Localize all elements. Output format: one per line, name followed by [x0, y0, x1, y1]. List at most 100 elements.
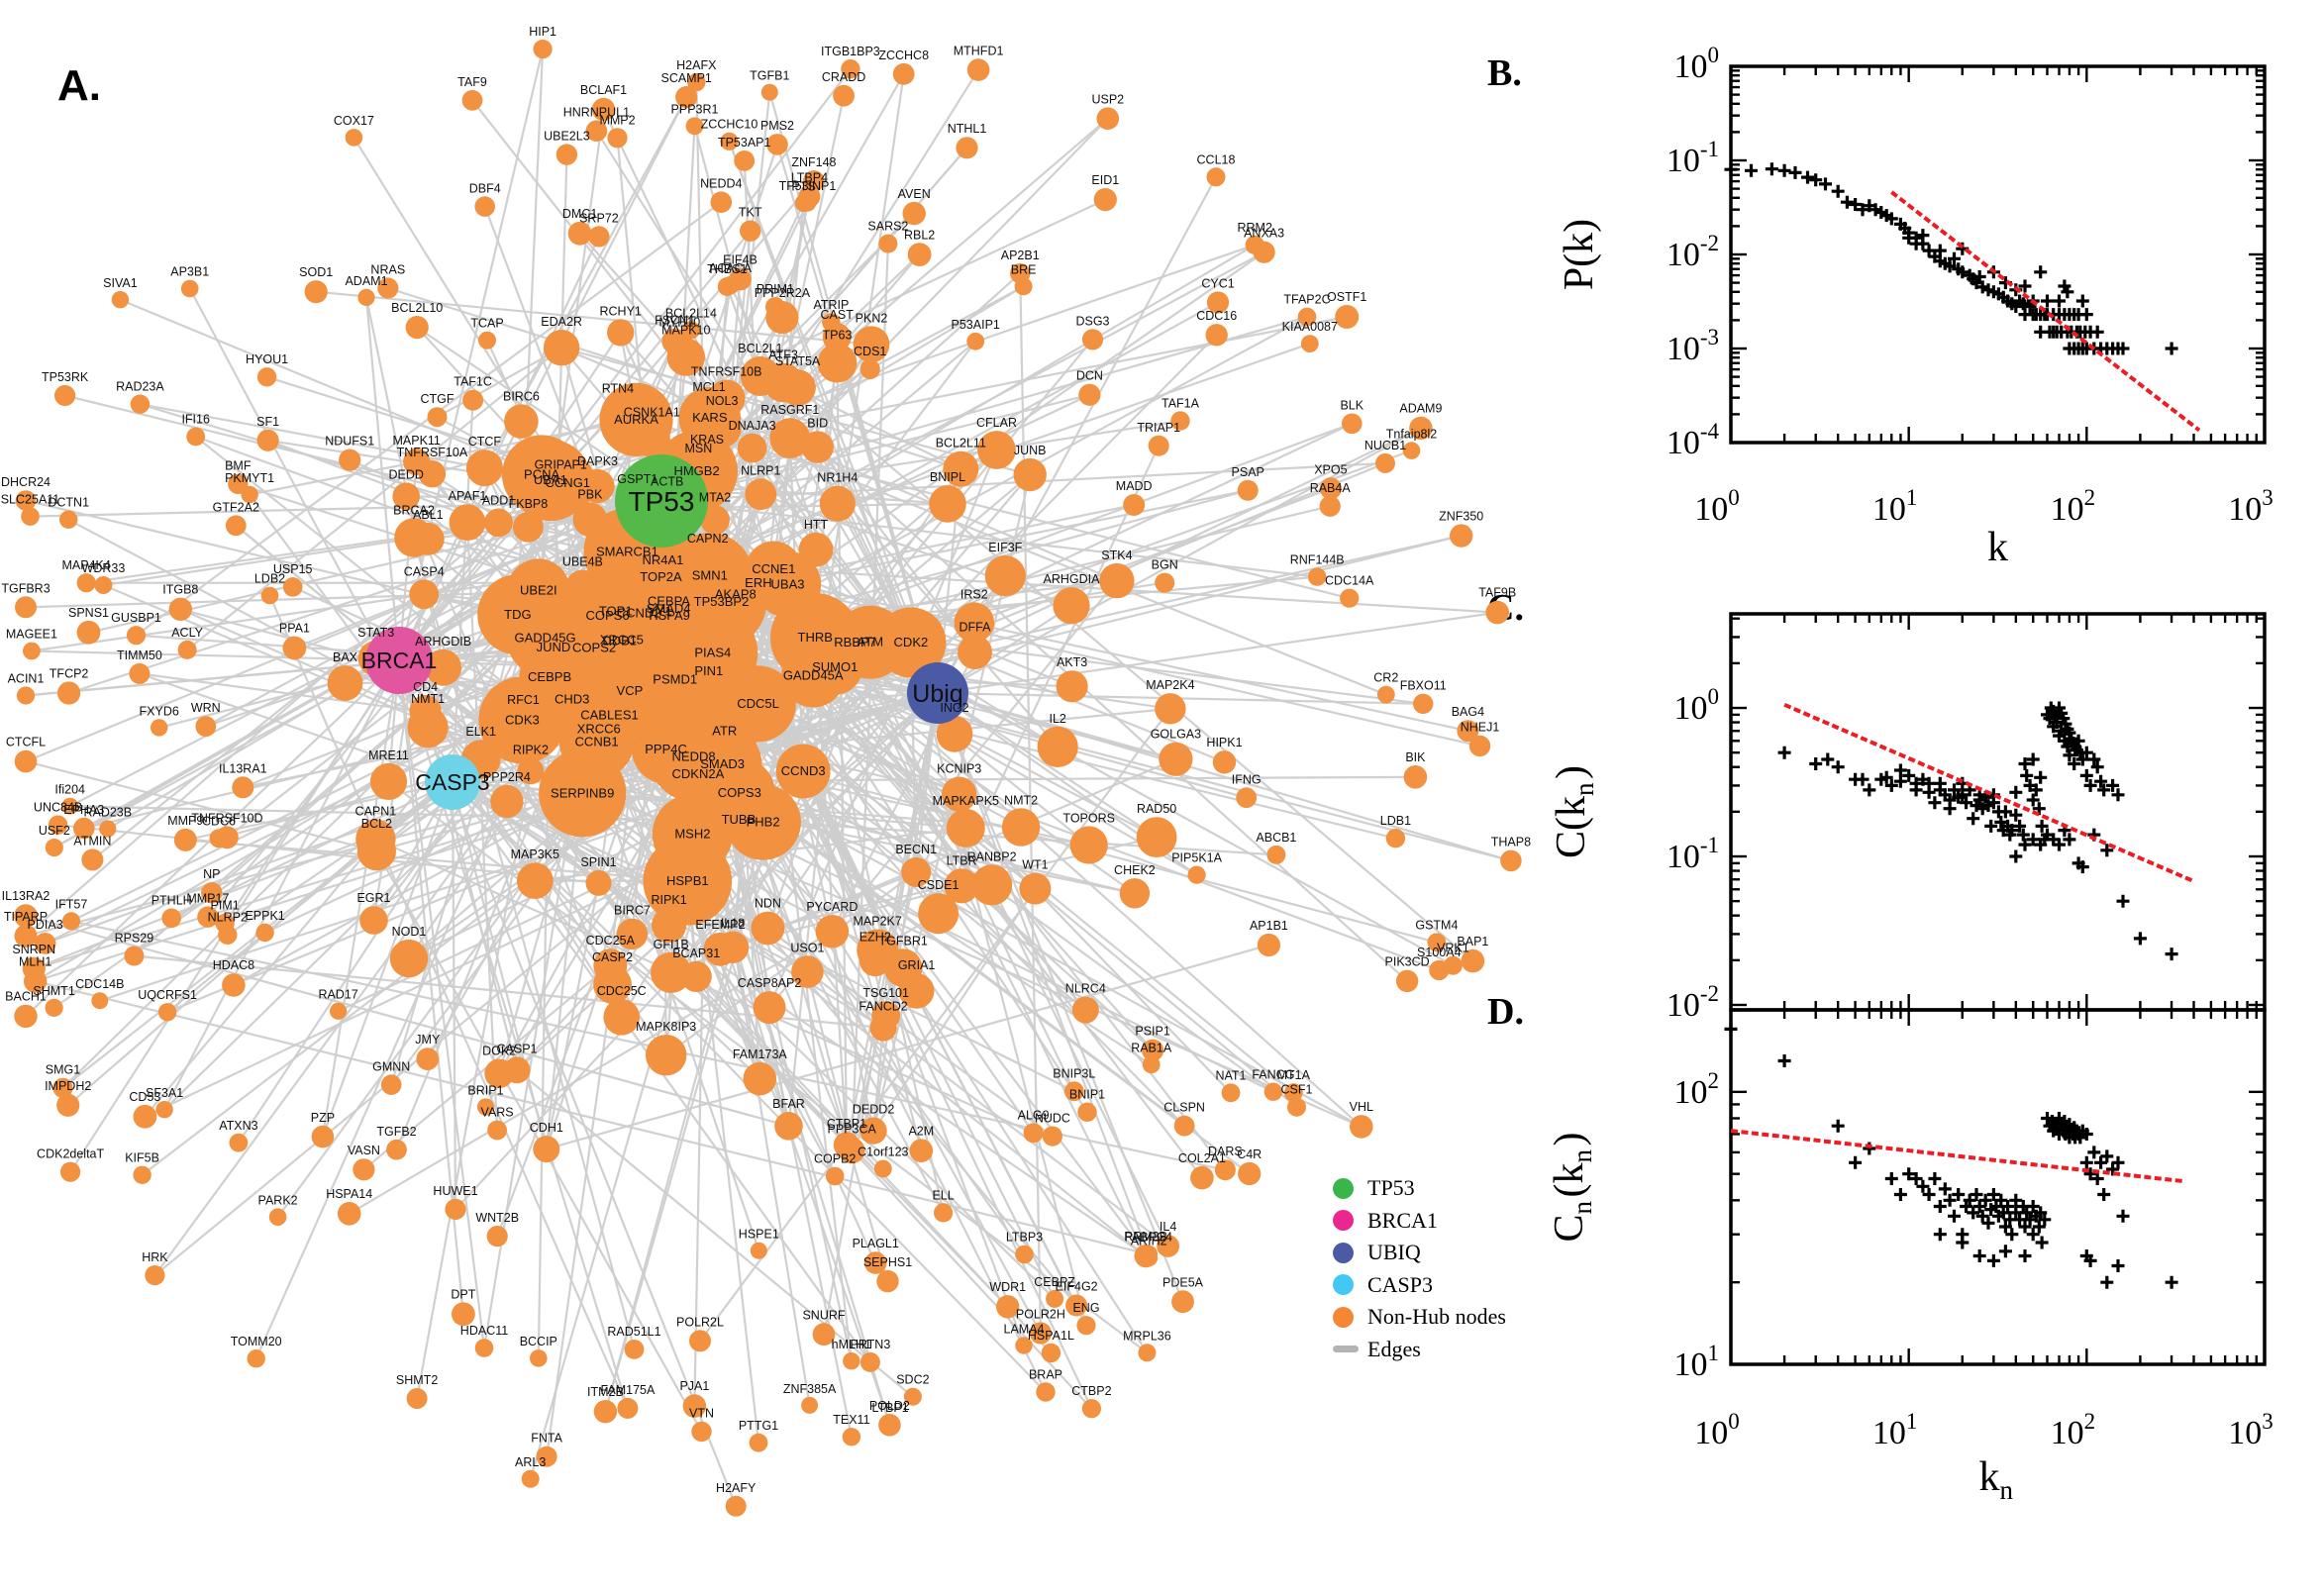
network-node	[607, 319, 635, 347]
tick-label: 100	[1674, 684, 1720, 727]
svg-text:NLRP1: NLRP1	[741, 463, 780, 477]
network-node	[484, 508, 513, 538]
legend-dot-icon	[1333, 1210, 1354, 1232]
svg-text:APAF1: APAF1	[449, 489, 487, 503]
legend-item: TP53	[1333, 1172, 1561, 1205]
legend-item: Non-Hub nodes	[1333, 1301, 1561, 1334]
network-node	[21, 507, 40, 526]
network-node	[517, 757, 545, 785]
svg-text:CHD3: CHD3	[555, 691, 589, 706]
network-node	[572, 502, 608, 537]
legend-label: Edges	[1367, 1336, 1421, 1361]
network-node	[15, 490, 37, 511]
network-node	[1171, 1290, 1194, 1314]
fit-line	[1890, 190, 2201, 433]
network-node	[145, 1265, 165, 1286]
network-node	[513, 511, 544, 543]
network-node	[14, 924, 38, 948]
svg-text:RANBP2: RANBP2	[967, 849, 1017, 863]
network-node	[687, 72, 706, 92]
scatter-points	[1724, 1022, 2178, 1289]
axis-ticks	[1729, 64, 2267, 445]
network-node	[859, 1117, 887, 1145]
network-node	[52, 1077, 73, 1098]
svg-text:ARHGDIA: ARHGDIA	[1044, 572, 1101, 586]
network-node	[1403, 765, 1428, 789]
network-node	[1123, 494, 1146, 516]
network-node	[161, 908, 181, 929]
network-node	[1340, 588, 1360, 608]
network-node	[157, 1003, 177, 1022]
svg-text:HSPB1: HSPB1	[666, 873, 709, 888]
svg-text:BCL2L1: BCL2L1	[738, 342, 782, 355]
svg-text:RAD50: RAD50	[1137, 802, 1176, 816]
network-node	[345, 129, 363, 147]
svg-text:PIAS4: PIAS4	[694, 646, 731, 660]
network-node	[825, 613, 885, 672]
network-node	[56, 1093, 80, 1117]
svg-text:BCL2L11: BCL2L11	[936, 437, 986, 450]
network-node	[691, 1421, 712, 1443]
network-node	[812, 1323, 836, 1347]
network-node	[225, 515, 247, 537]
network-node	[155, 1101, 173, 1119]
network-node	[1157, 1235, 1179, 1257]
network-node	[1236, 787, 1258, 809]
svg-text:GSPT1: GSPT1	[617, 472, 657, 486]
network-node	[801, 1396, 819, 1414]
svg-text:BECN1: BECN1	[895, 843, 937, 856]
network-node	[707, 379, 746, 418]
network-node	[815, 915, 850, 948]
network-node	[15, 596, 37, 619]
svg-text:CCNE1: CCNE1	[752, 561, 795, 576]
network-node	[16, 686, 36, 705]
network-node	[330, 1002, 348, 1020]
network-node	[853, 326, 890, 363]
svg-text:TUBB: TUBB	[722, 812, 757, 827]
network-node	[256, 429, 279, 451]
legend-dot-icon	[1333, 1274, 1354, 1296]
svg-text:NDN: NDN	[755, 897, 781, 911]
axis-ticks	[1729, 1008, 2267, 1366]
network-node	[427, 407, 448, 428]
panel-d: 102 101 100 101 102 103 Cn (kn ) kn	[1547, 1008, 2273, 1505]
network-node	[903, 1387, 922, 1406]
svg-text:RTN4: RTN4	[602, 381, 634, 395]
tick-label: 100	[1674, 43, 1720, 85]
network-node	[533, 40, 553, 59]
network-node	[1148, 435, 1169, 456]
svg-text:MSH2: MSH2	[674, 827, 710, 842]
network-node	[76, 620, 101, 645]
network-node	[389, 939, 429, 978]
svg-text:CCNB1: CCNB1	[575, 734, 619, 748]
x-axis-title: k	[1987, 525, 2008, 570]
network-node	[717, 277, 737, 296]
svg-text:CASP1: CASP1	[497, 1042, 538, 1055]
plot-frame	[1729, 1008, 2267, 1366]
svg-text:ELK1: ELK1	[465, 725, 496, 739]
network-node	[197, 906, 219, 928]
svg-text:AURKA: AURKA	[614, 412, 658, 427]
network-node	[516, 862, 554, 899]
legend-edge-icon	[1333, 1346, 1359, 1353]
network-node	[682, 725, 762, 804]
svg-text:SPIN1: SPIN1	[580, 855, 616, 869]
svg-text:ATM: ATM	[858, 635, 883, 649]
network-node	[685, 117, 704, 136]
svg-text:NEDD8: NEDD8	[672, 748, 716, 763]
network-node	[487, 1120, 507, 1141]
network-node	[876, 1269, 899, 1293]
svg-text:BAX: BAX	[333, 650, 358, 664]
network-node	[1190, 1165, 1214, 1190]
network-node	[1263, 1082, 1283, 1101]
network-node	[416, 1047, 440, 1070]
network-node	[530, 1349, 548, 1367]
tick-label: 10-3	[1666, 325, 1719, 367]
fit-line	[1730, 1129, 2184, 1184]
scatter-points	[1724, 162, 2178, 355]
network-node	[1056, 670, 1088, 703]
svg-text:PPP4C: PPP4C	[645, 742, 687, 756]
network-node	[1036, 1382, 1056, 1402]
network-node	[201, 882, 223, 904]
